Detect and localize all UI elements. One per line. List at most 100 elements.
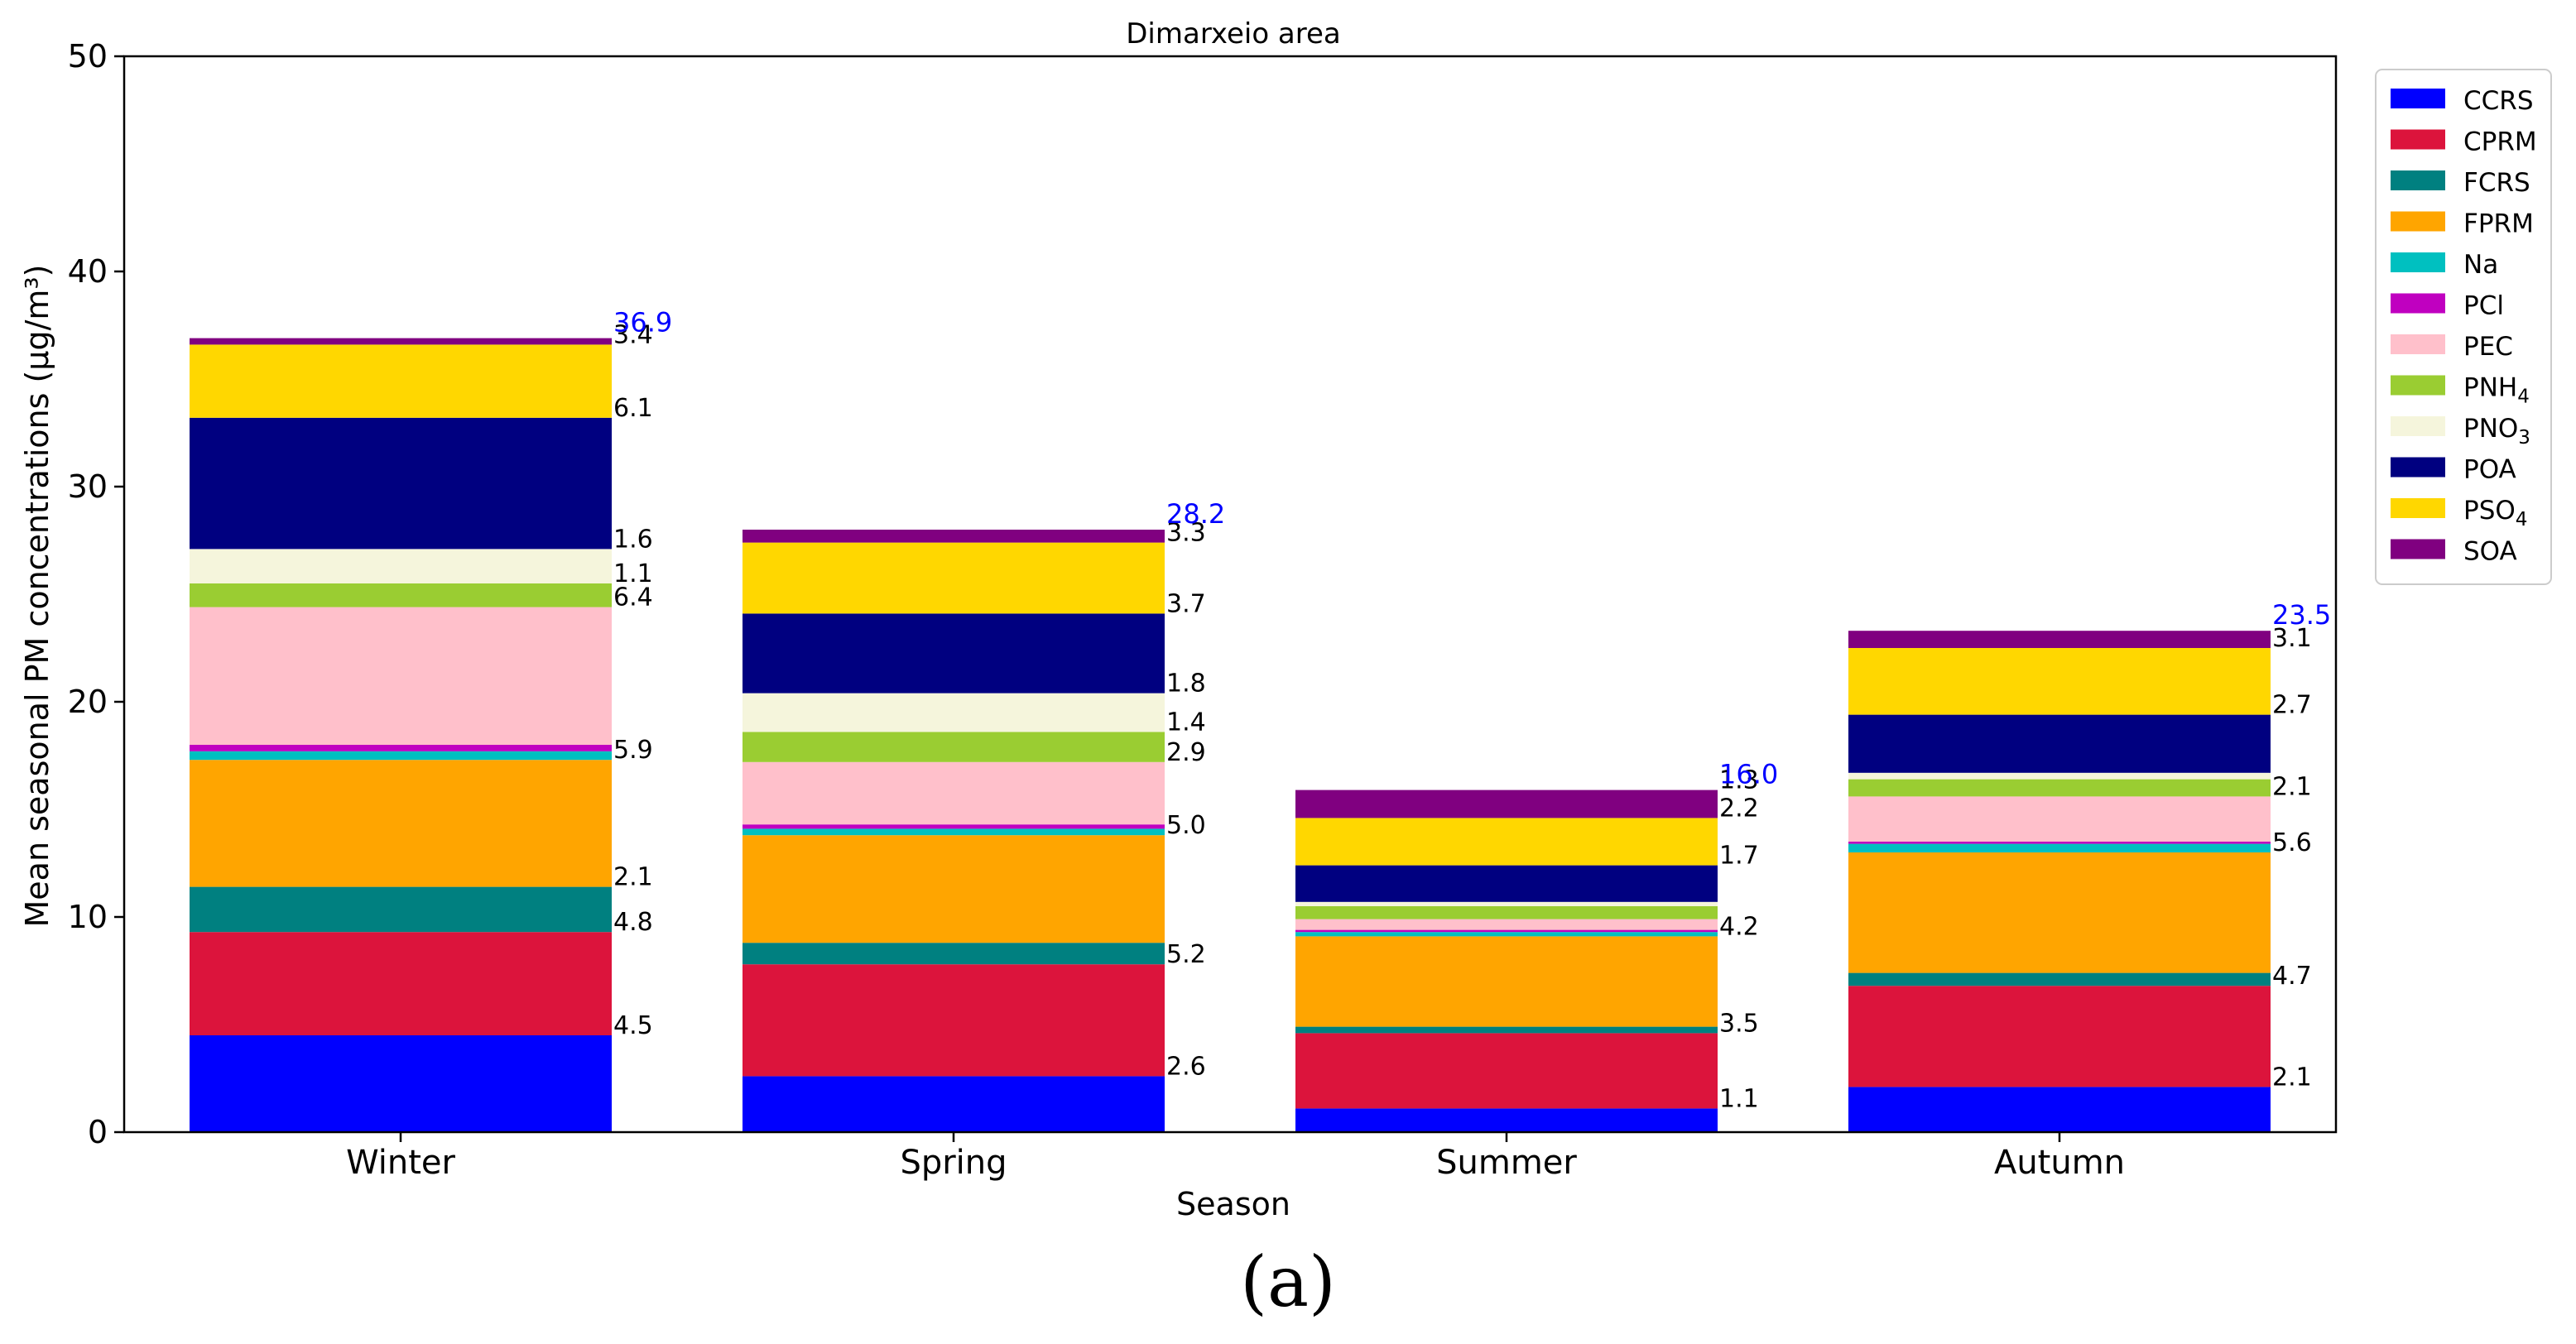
bar-segment bbox=[1848, 772, 2271, 780]
segment-value-label: 1.6 bbox=[613, 525, 653, 554]
bar-segment bbox=[743, 613, 1165, 694]
bar-segment bbox=[1295, 906, 1718, 919]
bar-segment bbox=[1295, 865, 1718, 902]
bar-segment bbox=[743, 824, 1165, 829]
bar-segment bbox=[1848, 852, 2271, 973]
segment-value-label: 2.1 bbox=[613, 863, 653, 892]
bar-segment bbox=[1295, 929, 1718, 933]
bar-segment bbox=[190, 344, 612, 418]
bar-segment bbox=[1295, 936, 1718, 1027]
bar-segment bbox=[743, 835, 1165, 943]
bar-segment bbox=[190, 338, 612, 345]
value-labels-layer: 4.54.82.15.96.41.11.66.13.436.92.65.25.0… bbox=[613, 307, 2331, 1114]
bar-segment bbox=[1848, 843, 2271, 852]
segment-value-label: 3.1 bbox=[2272, 624, 2312, 653]
bar-segment bbox=[1295, 1033, 1718, 1109]
segment-value-label: 2.7 bbox=[2272, 691, 2312, 720]
legend-swatch bbox=[2391, 457, 2445, 478]
total-value-label: 28.2 bbox=[1166, 498, 1225, 530]
segment-value-label: 4.2 bbox=[1719, 912, 1759, 941]
legend-swatch bbox=[2391, 539, 2445, 559]
legend-swatch bbox=[2391, 89, 2445, 108]
bar-segment bbox=[1848, 779, 2271, 797]
legend-swatch bbox=[2391, 211, 2445, 232]
plot-frame bbox=[123, 55, 2338, 1134]
legend-frame bbox=[2375, 69, 2552, 585]
legend-entry-label: PNO3 bbox=[2463, 414, 2530, 449]
legend: CCRS CPRM FCRS FPRM Na PCl PEC PNH4 PNO3 POA PSO4 S… bbox=[2375, 69, 2552, 585]
legend-entry-label: PNH4 bbox=[2463, 373, 2530, 408]
bar-segment bbox=[1848, 714, 2271, 773]
segment-value-label: 1.4 bbox=[1166, 708, 1206, 737]
bar-segment bbox=[1295, 1108, 1718, 1132]
y-tick-label: 10 bbox=[68, 899, 108, 935]
bar-segment bbox=[743, 542, 1165, 614]
legend-swatch bbox=[2391, 252, 2445, 272]
legend-entry-label: FCRS bbox=[2463, 168, 2530, 198]
bar-segment bbox=[190, 1035, 612, 1132]
bar-segment bbox=[743, 964, 1165, 1077]
segment-value-label: 2.2 bbox=[1719, 794, 1759, 823]
legend-entry-label: POA bbox=[2463, 455, 2516, 485]
bar-segment bbox=[743, 693, 1165, 732]
total-value-label: 36.9 bbox=[613, 307, 672, 338]
legend-entry-label: CPRM bbox=[2463, 127, 2537, 157]
segment-value-label: 3.5 bbox=[1719, 1009, 1759, 1038]
bar-segment bbox=[743, 1076, 1165, 1132]
x-tick-label: Winter bbox=[346, 1144, 455, 1182]
legend-swatch bbox=[2391, 293, 2445, 314]
bars-layer bbox=[190, 338, 2271, 1132]
legend-entry-label: SOA bbox=[2463, 537, 2517, 567]
segment-value-label: 1.7 bbox=[1719, 842, 1759, 871]
legend-swatch bbox=[2391, 498, 2445, 518]
chart-title: Dimarxeio area bbox=[1126, 17, 1341, 50]
segment-value-label: 3.3 bbox=[1166, 519, 1206, 548]
y-axis-label: Mean seasonal PM concentrations (μg/m³) bbox=[19, 265, 55, 928]
segment-value-label: 6.4 bbox=[613, 583, 653, 612]
bar-segment bbox=[743, 732, 1165, 762]
segment-value-label: 6.1 bbox=[613, 394, 653, 423]
segment-value-label: 5.0 bbox=[1166, 811, 1206, 840]
legend-entry-label: PSO4 bbox=[2463, 496, 2527, 530]
segment-value-label: 3.7 bbox=[1166, 589, 1206, 618]
segment-value-label: 1.1 bbox=[1719, 1084, 1759, 1113]
panel-label: (a) bbox=[1240, 1241, 1336, 1322]
legend-swatch bbox=[2391, 170, 2445, 190]
segment-value-label: 2.1 bbox=[2272, 1063, 2312, 1092]
bar-segment bbox=[1295, 818, 1718, 866]
bar-segment bbox=[1295, 790, 1718, 818]
y-tick-label: 0 bbox=[88, 1114, 108, 1150]
bar-segment bbox=[1848, 648, 2271, 715]
bar-segment bbox=[743, 530, 1165, 543]
segment-value-label: 2.6 bbox=[1166, 1052, 1206, 1081]
bar-segment bbox=[1848, 986, 2271, 1087]
bar-segment bbox=[190, 583, 612, 607]
bar-segment bbox=[1295, 932, 1718, 937]
bar-segment bbox=[190, 760, 612, 887]
segment-value-label: 1.8 bbox=[1166, 670, 1206, 698]
y-tick-label: 40 bbox=[68, 253, 108, 290]
bar-segment bbox=[1848, 972, 2271, 986]
bar-segment bbox=[190, 607, 612, 745]
segment-value-label: 5.2 bbox=[1166, 940, 1206, 969]
bar-segment bbox=[1848, 842, 2271, 844]
bar-segment bbox=[190, 932, 612, 1035]
axes-layer: 0 10 20 30 40 50 Winter Spring Summer Autumn bbox=[68, 38, 2338, 1182]
bar-segment bbox=[1848, 796, 2271, 842]
bar-segment bbox=[190, 417, 612, 550]
segment-value-label: 5.6 bbox=[2272, 828, 2312, 857]
bar-segment bbox=[1295, 919, 1718, 930]
segment-value-label: 2.1 bbox=[2272, 772, 2312, 801]
bar-segment bbox=[743, 943, 1165, 965]
x-tick-label: Summer bbox=[1436, 1144, 1577, 1182]
legend-swatch bbox=[2391, 416, 2445, 436]
segment-value-label: 1.1 bbox=[613, 559, 653, 588]
bar-segment bbox=[190, 751, 612, 761]
x-tick-label: Spring bbox=[900, 1144, 1007, 1182]
segment-value-label: 5.9 bbox=[613, 736, 653, 765]
total-value-label: 16.0 bbox=[1719, 759, 1778, 790]
bar-segment bbox=[743, 828, 1165, 836]
bar-segment bbox=[190, 745, 612, 751]
bar-segment bbox=[190, 549, 612, 583]
segment-value-label: 4.8 bbox=[613, 908, 653, 937]
